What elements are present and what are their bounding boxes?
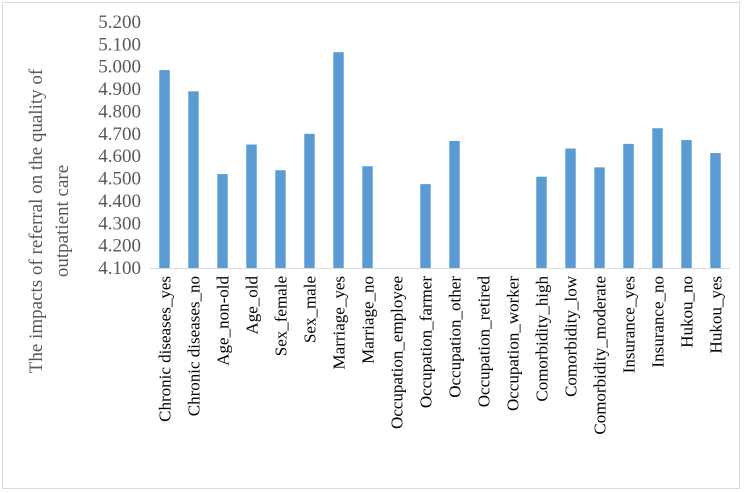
y-tick-label: 4.100: [98, 258, 141, 279]
y-tick-label: 5.100: [98, 34, 141, 55]
x-category-label: Insurance_no: [649, 276, 668, 368]
y-tick-label: 4.700: [98, 124, 141, 145]
y-tick-label: 4.600: [98, 146, 141, 167]
x-category-label: Chronic diseases_yes: [156, 276, 175, 422]
y-tick-label: 4.400: [98, 191, 141, 212]
x-category-label: Occupation_other: [446, 276, 465, 398]
x-axis-categories: Chronic diseases_yes Chronic diseases_no A…: [156, 275, 726, 434]
bar: [275, 170, 286, 268]
bar: [246, 144, 257, 268]
bar: [304, 133, 315, 268]
y-tick-label: 4.300: [98, 213, 141, 234]
bar: [333, 52, 344, 268]
y-axis-ticks: 4.1004.2004.3004.4004.5004.6004.7004.800…: [98, 12, 141, 279]
x-category-label: Sex_male: [301, 276, 320, 343]
bar: [565, 148, 576, 268]
x-category-label: Occupation_employee: [388, 276, 407, 429]
bar: [536, 176, 547, 268]
y-axis-label-line-2: outpatient care: [52, 165, 73, 277]
bar: [449, 140, 460, 268]
x-category-label: Comorbidity_high: [533, 276, 552, 402]
bar: [681, 140, 692, 268]
bar: [188, 91, 199, 268]
x-category-label: Occupation_retired: [475, 276, 494, 408]
y-tick-label: 4.500: [98, 169, 141, 190]
y-tick-label: 4.200: [98, 236, 141, 257]
bar: [420, 184, 431, 268]
y-tick-label: 4.800: [98, 101, 141, 122]
bar: [594, 167, 605, 268]
x-category-label: Age_old: [243, 276, 262, 335]
bar: [159, 70, 170, 268]
y-tick-label: 5.200: [98, 12, 141, 33]
x-category-label: Chronic diseases_no: [185, 276, 204, 416]
x-category-label: Age_non-old: [214, 276, 233, 366]
bar: [710, 153, 721, 268]
bars: [159, 52, 721, 268]
y-tick-label: 5.000: [98, 57, 141, 78]
x-category-label: Hukou_yes: [707, 276, 726, 353]
x-category-label: Occupation_worker: [504, 276, 523, 411]
x-category-label: Comorbidity_moderate: [591, 276, 610, 435]
x-category-label: Insurance_yes: [620, 276, 639, 373]
x-category-label: Occupation_farmer: [417, 276, 436, 408]
y-tick-label: 4.900: [98, 79, 141, 100]
x-category-label: Marriage_yes: [330, 276, 349, 369]
x-category-label: Hukou_no: [678, 276, 697, 348]
bar: [652, 128, 663, 268]
x-category-label: Marriage_no: [359, 276, 378, 364]
bar: [217, 174, 228, 268]
y-axis-label-line-1: The impacts of referral on the quality o…: [26, 68, 47, 373]
x-category-label: Sex_female: [272, 276, 291, 356]
bar: [362, 166, 373, 268]
bar: [623, 143, 634, 268]
x-category-label: Comorbidity_low: [562, 275, 581, 397]
y-axis-label: The impacts of referral on the quality o…: [26, 68, 73, 373]
